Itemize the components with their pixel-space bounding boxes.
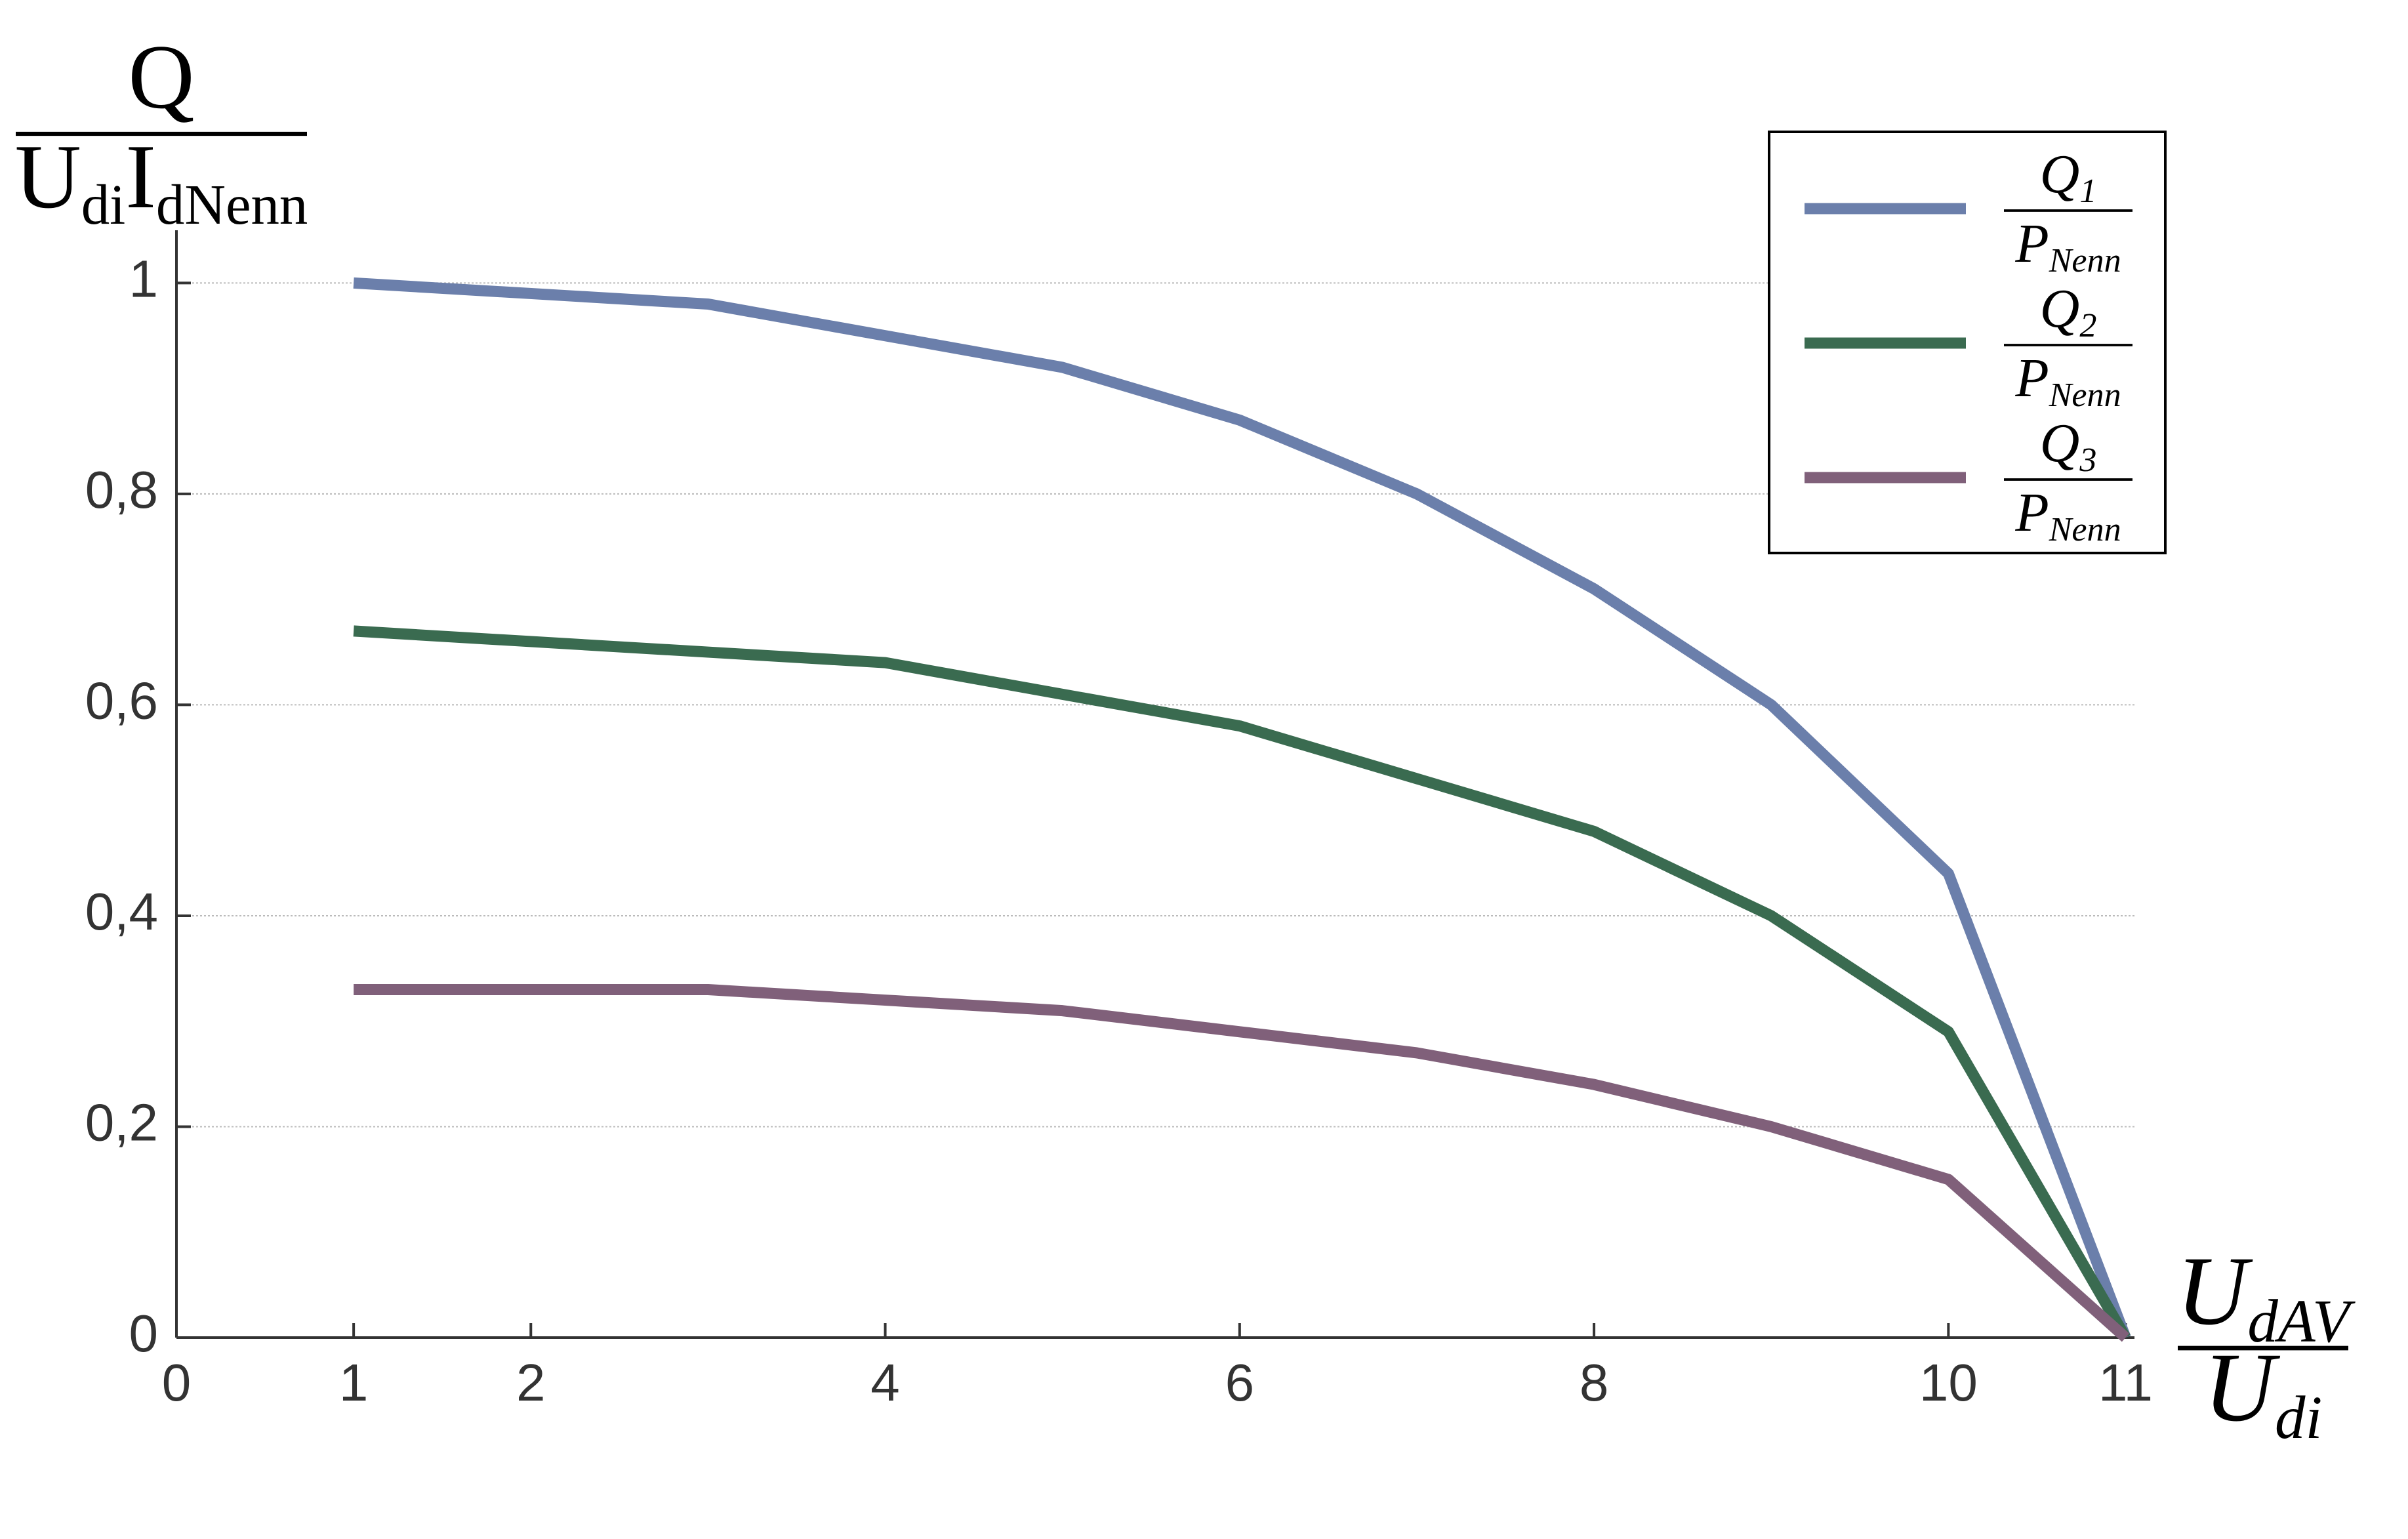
subscript: Nenn: [2049, 242, 2121, 279]
x-tick-label: 4: [870, 1353, 900, 1412]
series-line: [353, 625, 2131, 1341]
x-tick-label: 1: [339, 1353, 369, 1412]
fraction-den: PNenn: [2014, 482, 2121, 548]
y-tick-label: 0,2: [85, 1094, 158, 1152]
x-tick-label: 0: [162, 1353, 192, 1412]
base-text: Q: [2040, 278, 2080, 339]
subscript: di: [81, 173, 126, 236]
subscript: Nenn: [2049, 511, 2121, 548]
subscript: 3: [2079, 441, 2096, 479]
y-tick-label: 0: [129, 1304, 159, 1363]
fraction-num: UdAV: [2176, 1237, 2356, 1355]
fraction-den: UdiIdNenn: [15, 126, 308, 236]
fraction-den: PNenn: [2014, 348, 2121, 414]
subscript: dNenn: [156, 173, 308, 236]
base-text: P: [2014, 482, 2049, 543]
base-text: P: [2014, 213, 2049, 274]
fraction-num: Q: [128, 26, 194, 128]
base-text: P: [2014, 348, 2049, 409]
fraction-num: Q2: [2040, 278, 2097, 344]
subscript: 2: [2079, 307, 2096, 344]
fraction-den: Udi: [2204, 1333, 2323, 1452]
y-tick-label: 0,6: [85, 672, 158, 730]
fraction-num: Q1: [2040, 144, 2097, 210]
series-line: [354, 983, 2130, 1342]
fraction-den: PNenn: [2014, 213, 2121, 279]
y-tick-label: 0,8: [85, 461, 158, 519]
y-tick-label: 1: [129, 250, 159, 308]
base-text: Q: [128, 26, 194, 128]
subscript: 1: [2079, 173, 2096, 210]
base-text: U: [15, 126, 81, 228]
subscript: dAV: [2247, 1288, 2356, 1355]
base-text: U: [2204, 1333, 2281, 1442]
fraction-num: Q3: [2040, 413, 2097, 479]
x-tick-label: 8: [1580, 1353, 1609, 1412]
y-tick-label: 0,4: [85, 882, 158, 941]
base-text: U: [2176, 1237, 2253, 1345]
base-text: Q: [2040, 144, 2080, 205]
x-tick-label: 10: [1919, 1353, 1978, 1412]
x-tick-label: 11: [2098, 1353, 2153, 1412]
subscript: Nenn: [2049, 377, 2121, 414]
series-line: [353, 277, 2131, 1340]
x-tick-label: 6: [1225, 1353, 1255, 1412]
base-text: I: [125, 126, 156, 228]
subscript: di: [2275, 1384, 2322, 1452]
x-tick-label: 2: [516, 1353, 546, 1412]
base-text: Q: [2040, 413, 2080, 474]
